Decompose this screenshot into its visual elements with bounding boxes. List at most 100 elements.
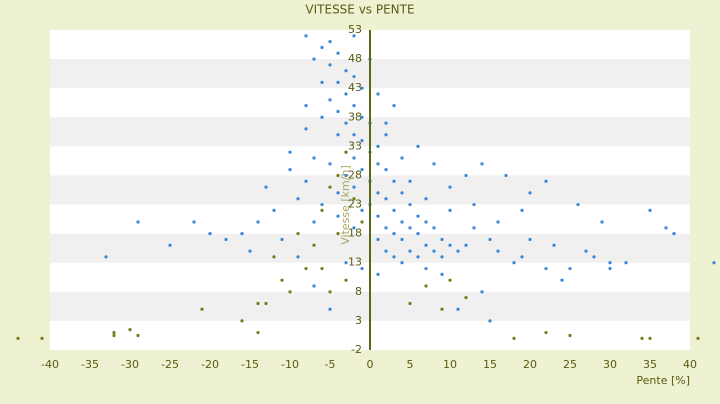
data-point <box>600 220 604 224</box>
data-point <box>672 232 676 236</box>
y-tick-label: -2 <box>351 343 362 356</box>
data-point <box>344 173 348 178</box>
data-point <box>352 226 356 230</box>
data-point <box>304 127 308 131</box>
data-point <box>392 232 396 236</box>
data-point <box>440 307 444 311</box>
y-tick-label: 38 <box>348 110 362 123</box>
data-point <box>304 104 308 108</box>
data-point <box>40 336 44 340</box>
data-point <box>360 86 364 90</box>
data-point <box>352 156 356 160</box>
data-point <box>272 208 276 212</box>
data-point <box>416 144 420 148</box>
data-point <box>264 301 268 306</box>
data-point <box>488 319 492 323</box>
data-point <box>584 249 588 253</box>
data-point <box>376 144 380 148</box>
data-point <box>240 319 244 323</box>
data-point <box>328 98 332 102</box>
data-point <box>424 220 428 224</box>
data-point <box>256 220 260 224</box>
x-axis-title: Pente [%] <box>636 374 690 387</box>
data-point <box>352 197 356 201</box>
data-point <box>496 220 500 224</box>
y-tick-label: 53 <box>348 23 362 36</box>
data-point <box>352 104 356 108</box>
data-point <box>264 185 268 189</box>
data-point <box>352 74 356 79</box>
data-point <box>280 237 284 242</box>
data-point <box>408 179 412 183</box>
data-point <box>696 336 700 340</box>
data-point <box>136 333 140 338</box>
data-point <box>384 168 388 172</box>
data-point <box>528 237 532 242</box>
data-point <box>416 232 420 236</box>
x-tick-label: -5 <box>325 358 336 371</box>
data-point <box>320 115 324 119</box>
data-point <box>648 208 652 212</box>
data-point <box>552 243 556 247</box>
data-point <box>464 296 468 300</box>
data-point <box>448 243 452 247</box>
data-point <box>112 333 116 338</box>
data-point <box>296 232 300 236</box>
x-tick-label: 15 <box>483 358 497 371</box>
data-point <box>384 197 388 201</box>
y-tick-label: 8 <box>355 285 362 298</box>
x-tick-label: -30 <box>121 358 139 371</box>
data-point <box>296 255 300 259</box>
data-point <box>336 191 340 195</box>
data-point <box>328 307 332 311</box>
data-point <box>336 133 340 137</box>
data-point <box>608 261 612 265</box>
x-tick-label: -15 <box>241 358 259 371</box>
data-point <box>248 249 252 253</box>
data-point <box>288 290 292 294</box>
data-point <box>344 69 348 73</box>
data-point <box>712 261 716 265</box>
data-point <box>256 301 260 306</box>
x-tick-label: -20 <box>201 358 219 371</box>
data-point <box>400 220 404 224</box>
data-point <box>288 150 292 154</box>
data-point <box>544 179 548 183</box>
data-point <box>464 173 468 178</box>
x-tick-label: -35 <box>81 358 99 371</box>
data-point <box>440 237 444 242</box>
data-point <box>376 92 380 96</box>
x-tick-label: 35 <box>643 358 657 371</box>
data-point <box>416 214 420 218</box>
data-point <box>288 168 292 172</box>
data-point <box>400 261 404 265</box>
data-point <box>376 191 380 195</box>
data-point <box>280 278 284 282</box>
data-point <box>400 237 404 242</box>
x-tick-label: 40 <box>683 358 697 371</box>
data-point <box>344 121 348 125</box>
data-point <box>200 307 204 311</box>
data-point <box>376 214 380 218</box>
data-point <box>192 220 196 224</box>
data-point <box>360 168 364 172</box>
data-point <box>400 191 404 195</box>
y-tick-label: 18 <box>348 227 362 240</box>
x-tick-label: 25 <box>563 358 577 371</box>
data-point <box>384 249 388 253</box>
x-tick-label: 5 <box>407 358 414 371</box>
data-point <box>520 255 524 259</box>
x-tick-label: 20 <box>523 358 537 371</box>
data-point <box>352 133 356 137</box>
data-point <box>224 237 228 242</box>
y-tick-label: 43 <box>348 81 362 94</box>
data-point <box>544 266 548 271</box>
data-point <box>400 156 404 160</box>
data-point <box>464 243 468 247</box>
data-point <box>320 45 324 50</box>
data-point <box>640 336 644 340</box>
data-point <box>320 266 324 271</box>
data-point <box>480 162 484 166</box>
data-point <box>360 138 364 143</box>
